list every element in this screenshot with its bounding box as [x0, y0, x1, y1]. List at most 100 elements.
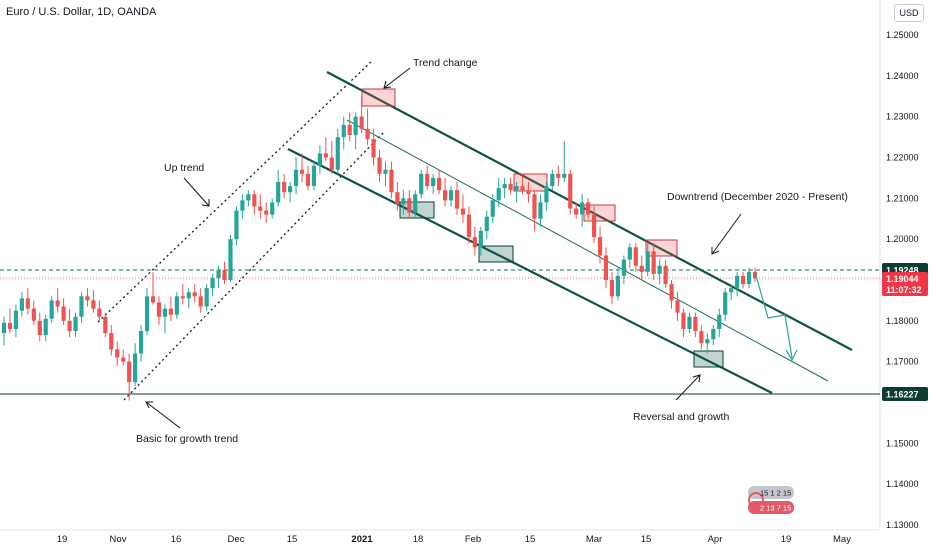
candle-body [37, 320, 42, 336]
candle-body [651, 251, 656, 274]
candle-body [133, 353, 138, 383]
uptrend-arrowhead-icon [201, 199, 210, 207]
candle-body [311, 165, 317, 187]
candle-body [591, 214, 597, 238]
candle-body [353, 116, 358, 136]
candle-body [305, 173, 311, 187]
candle-body [97, 308, 102, 317]
candle-body [264, 210, 269, 215]
candle-body [127, 361, 132, 383]
candle-body [597, 237, 603, 256]
candle-body [699, 331, 704, 344]
x-tick-label: 2021 [351, 534, 373, 545]
candle-body [341, 124, 346, 138]
candle-body [329, 157, 334, 170]
candle-body [669, 284, 674, 301]
candle-body [67, 320, 72, 332]
candle-body [633, 247, 638, 266]
x-tick-label: 15 [525, 534, 536, 545]
candle-body [627, 247, 632, 260]
candle-body [675, 300, 680, 313]
trend-change-zone [361, 88, 396, 107]
candle-body [729, 288, 734, 293]
candle-body [448, 190, 454, 201]
y-tick-label: 1.17000 [886, 357, 919, 367]
candle-body [115, 349, 120, 358]
x-tick-label: 15 [287, 534, 298, 545]
candlesticks [1, 96, 758, 401]
currency-button[interactable]: USD [894, 4, 924, 22]
support-zone-2 [478, 245, 514, 263]
candle-body [168, 308, 173, 315]
y-tick-label: 1.25000 [886, 30, 919, 40]
y-tick-label: 1.21000 [886, 193, 919, 203]
candle-body [293, 169, 299, 187]
uptrend-arrow-icon [183, 177, 210, 207]
candle-body [508, 184, 513, 191]
candle-body [401, 198, 406, 205]
candle-body [687, 316, 692, 329]
candle-body [43, 318, 48, 336]
forecast-arrowhead-icon [785, 349, 798, 362]
candle-body [574, 208, 579, 215]
candle-body [472, 237, 477, 248]
candle-body [61, 306, 66, 321]
candle-body [246, 194, 251, 201]
candle-body [299, 169, 305, 174]
trend-change-arrow-icon [383, 67, 411, 89]
downtrend-lower-line [287, 148, 773, 394]
candle-body [514, 186, 519, 191]
candle-body [252, 194, 257, 207]
candle-body [603, 255, 609, 280]
candle-body [1, 322, 7, 334]
candle-body [496, 188, 501, 201]
candle-body [711, 329, 716, 340]
candle-body [210, 277, 215, 289]
candle-body [162, 308, 168, 317]
candle-body [282, 182, 287, 193]
candle-body [681, 312, 686, 329]
current-price-tag [882, 272, 928, 296]
candle-body [568, 173, 573, 209]
annotations: Trend change Up trend Downtrend (Decembe… [136, 57, 848, 445]
candle-body [735, 275, 740, 289]
y-tick-label: 1.20000 [886, 234, 919, 244]
countdown-label: 11:07:32 [886, 285, 922, 295]
resistance-zone-1 [513, 173, 548, 192]
candle-body [383, 169, 388, 174]
candle-body [717, 314, 722, 329]
basic-growth-label: Basic for growth trend [136, 433, 238, 445]
candle-body [186, 292, 191, 299]
y-tick-label: 1.23000 [886, 112, 919, 122]
candle-body [532, 194, 537, 219]
candle-body [276, 182, 281, 203]
x-tick-label: 18 [413, 534, 424, 545]
x-tick-label: Dec [228, 534, 245, 545]
candle-body [192, 292, 197, 297]
logo-line-1: 15 1 2 15 [760, 489, 791, 498]
candle-body [746, 271, 752, 285]
candle-body [478, 231, 483, 248]
support-tag-label: 1.16227 [886, 390, 919, 400]
candle-body [103, 316, 108, 334]
candle-body [442, 190, 448, 201]
candle-body [270, 202, 275, 215]
candle-body [580, 202, 585, 215]
y-axis: 1.25000 1.24000 1.23000 1.22000 1.21000 1.200… [886, 30, 919, 530]
resistance-tag-label: 1.19248 [886, 266, 919, 276]
x-tick-label: Apr [708, 534, 723, 545]
candle-body [228, 239, 233, 280]
candle-body [609, 280, 615, 297]
x-tick-label: Mar [586, 534, 602, 545]
candle-body [198, 296, 203, 307]
horizontal-levels [0, 269, 880, 395]
uptrend-upper-line [97, 59, 374, 323]
basic-growth-arrow-icon [145, 401, 181, 429]
candle-body [526, 190, 531, 195]
candle-body [740, 275, 746, 285]
candle-body [395, 192, 400, 205]
x-tick-label: Feb [465, 534, 481, 545]
candle-body [425, 173, 430, 187]
candle-body [431, 177, 436, 187]
